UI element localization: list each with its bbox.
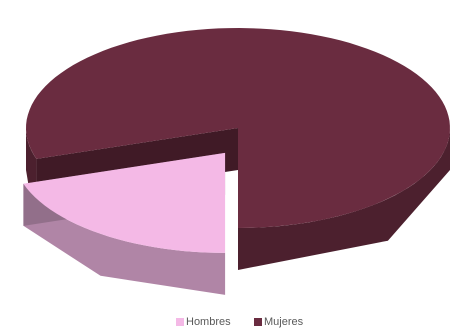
slice [26, 28, 450, 228]
legend-swatch [176, 318, 184, 326]
legend-label: Hombres [186, 316, 231, 328]
legend-label: Mujeres [264, 316, 304, 328]
legend: Hombres Mujeres [176, 316, 304, 328]
slice [23, 152, 226, 253]
slice-side [238, 128, 450, 270]
slice-side [23, 183, 226, 295]
legend-swatch [254, 318, 262, 326]
pie [23, 28, 450, 295]
